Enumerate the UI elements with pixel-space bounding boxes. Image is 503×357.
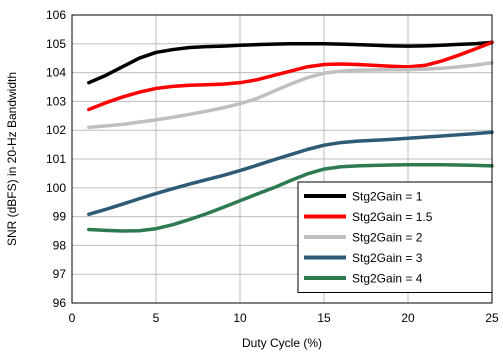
y-axis-ticks: 96 97 98 99 100 101 102 103 104 105 106 xyxy=(46,8,66,310)
y-tick-label: 105 xyxy=(46,37,66,51)
series-lines xyxy=(71,14,494,304)
y-axis-label: SNR (dBFS) in 20-Hz Bandwidth xyxy=(5,72,19,246)
series-line-4 xyxy=(87,130,494,217)
legend-entry: Stg2Gain = 1 xyxy=(352,190,423,204)
legend-entry: Stg2Gain = 4 xyxy=(352,272,423,286)
y-tick-label: 98 xyxy=(53,238,67,252)
x-axis-label: Duty Cycle (%) xyxy=(242,336,322,350)
y-tick-label: 106 xyxy=(46,8,66,22)
series-line-5 xyxy=(87,163,494,233)
x-tick-label: 15 xyxy=(317,311,331,325)
plot-border xyxy=(71,14,493,304)
series-line-2 xyxy=(87,40,494,112)
y-tick-label: 96 xyxy=(53,296,67,310)
x-tick-label: 20 xyxy=(401,311,415,325)
y-tick-label: 99 xyxy=(53,210,67,224)
x-tick-label: 5 xyxy=(153,311,160,325)
x-axis-ticks: 0 5 10 15 20 25 xyxy=(69,311,499,325)
legend-entry: Stg2Gain = 2 xyxy=(352,231,423,245)
legend-entry: Stg2Gain = 1.5 xyxy=(352,210,433,224)
legend-entry: Stg2Gain = 3 xyxy=(352,251,423,265)
y-tick-label: 104 xyxy=(46,66,66,80)
series-line-1 xyxy=(87,40,494,85)
legend: Stg2Gain = 1 Stg2Gain = 1.5 Stg2Gain = 2 St… xyxy=(297,181,493,293)
y-tick-label: 102 xyxy=(46,123,66,137)
y-tick-label: 103 xyxy=(46,94,66,108)
series-line-3 xyxy=(87,61,494,130)
y-tick-label: 101 xyxy=(46,152,66,166)
x-tick-label: 25 xyxy=(485,311,499,325)
x-tick-label: 10 xyxy=(233,311,247,325)
y-tick-label: 100 xyxy=(46,181,66,195)
y-tick-label: 97 xyxy=(53,267,67,281)
x-tick-label: 0 xyxy=(69,311,76,325)
